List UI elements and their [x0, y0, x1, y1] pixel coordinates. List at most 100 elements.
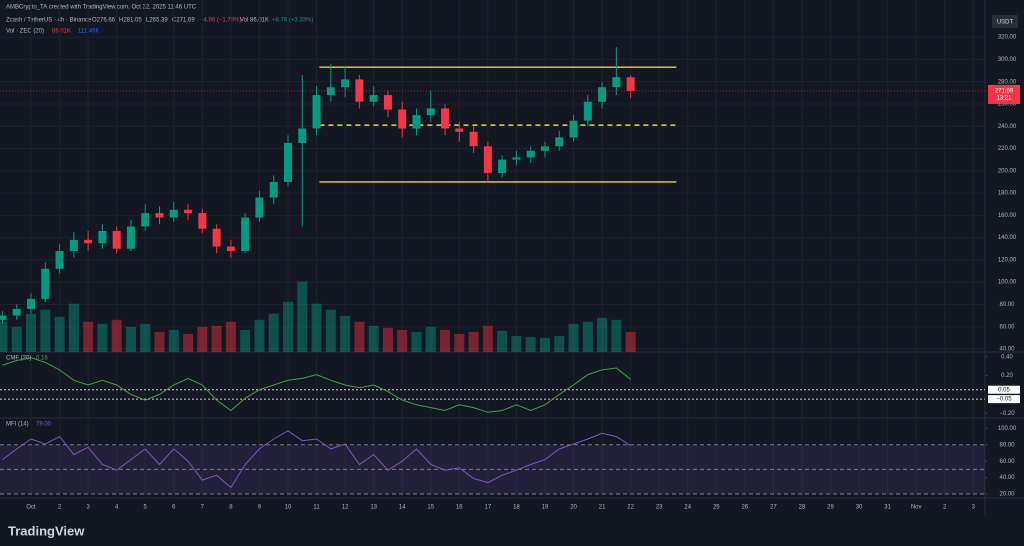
volume-bar [40, 309, 51, 352]
x-tick-label: 18 [513, 505, 520, 511]
indicator-value: 0.16 [36, 356, 48, 362]
candle-body [312, 95, 321, 129]
volume-bar [468, 331, 479, 352]
x-tick-label: 20 [570, 505, 577, 511]
volume-bar [268, 313, 279, 352]
x-tick-label: 7 [201, 505, 205, 511]
candle-body [27, 298, 36, 309]
volume-bar [211, 325, 222, 352]
x-tick-label: 23 [656, 505, 663, 511]
candle-body [341, 79, 350, 88]
countdown: 13:21 [996, 96, 1012, 102]
volume-bar [454, 333, 465, 352]
y-tick-label: 160.00 [998, 213, 1017, 219]
ohlc-open: O276.66 [92, 18, 116, 24]
candle-body [612, 77, 621, 88]
volume-bar [183, 333, 194, 352]
y-tick-label: 180.00 [998, 191, 1017, 197]
volume-bar [382, 327, 393, 352]
volume-bar [297, 281, 308, 352]
candle-body [598, 87, 607, 102]
candle-body [383, 95, 392, 110]
x-tick-label: 15 [427, 505, 434, 511]
candle-body [112, 230, 121, 249]
x-tick-label: 11 [313, 505, 320, 511]
candle-body [184, 209, 193, 214]
panel: 0.40 0.20 −0.20 CMF (20) 0.16 0.05 −0.05 [0, 354, 1020, 417]
indicator-title: MFI (14) [6, 422, 29, 428]
x-tick-label: 24 [684, 505, 691, 511]
candle-body [298, 128, 307, 143]
ohlc-low: L265.39 [146, 18, 168, 24]
volume-bar [240, 329, 251, 352]
x-tick-label: 21 [599, 505, 606, 511]
candle-body [0, 315, 7, 321]
volume-bar [554, 335, 565, 352]
candle-body [483, 146, 492, 174]
y-tick-label: 300.00 [998, 57, 1017, 63]
candle-body [98, 230, 107, 244]
y-tick-label: 100.00 [998, 280, 1017, 286]
x-tick-label: 14 [399, 505, 406, 511]
candle-body [226, 246, 235, 251]
y-tick-label: 20.00 [999, 492, 1015, 498]
candle-body [583, 101, 592, 121]
volume-bar [482, 325, 493, 352]
panel: 100.00 80.00 60.00 40.00 20.00 MFI (14) 79.00 [0, 422, 1017, 498]
volume-bar [354, 321, 365, 352]
x-tick-label: 4 [115, 505, 119, 511]
candle-body [41, 268, 50, 299]
y-tick-label: 320.00 [998, 35, 1017, 41]
y-tick-label: 60.00 [999, 459, 1015, 465]
volume-bar [140, 323, 151, 352]
y-tick-label: 0.40 [1001, 354, 1013, 360]
currency: USDT [997, 20, 1014, 26]
x-tick-label: Nov [911, 505, 922, 511]
candle-body [512, 157, 521, 160]
volume-bar [0, 321, 8, 352]
y-tick-label: 0.20 [1001, 373, 1013, 379]
credit: AMBCrypto_TA created with TradingView.co… [6, 5, 197, 11]
volume-bar [26, 313, 37, 352]
x-tick-label: 3 [972, 505, 976, 511]
x-tick-label: 31 [884, 505, 891, 511]
candle-body [241, 217, 250, 251]
volume-bar [525, 336, 536, 352]
candle-body [155, 213, 164, 218]
candle-body [126, 226, 135, 249]
y-tick-label: 200.00 [998, 168, 1017, 174]
y-tick-label: 120.00 [998, 257, 1017, 263]
volume-bar [68, 303, 79, 352]
brand: TradingView [8, 523, 85, 538]
volume-bar [225, 321, 236, 352]
candle-body [626, 77, 635, 91]
symbol: Zcash / TetherUS · 4h · Binance [6, 18, 92, 24]
x-tick-label: 27 [770, 505, 777, 511]
indicator-line [2, 430, 631, 489]
volume-bar [282, 301, 293, 352]
x-tick-label: 19 [542, 505, 549, 511]
candle-body [398, 109, 407, 129]
volume-bar [625, 331, 636, 352]
x-tick-label: 3 [86, 505, 90, 511]
x-tick-label: 30 [856, 505, 863, 511]
ohlc-volume-change: +8.76 (+3.33%) [272, 18, 313, 24]
ohlc-change: −4.96 (−1.79%) [200, 18, 241, 24]
candle-body [255, 197, 264, 218]
candle-body [555, 137, 564, 147]
volume-bar [368, 325, 379, 352]
x-tick-label: 29 [827, 505, 834, 511]
candle-body [84, 239, 93, 244]
volume-bar [539, 337, 550, 352]
y-tick-label: 40.00 [999, 475, 1015, 481]
y-tick-label: 40.00 [999, 347, 1015, 353]
volume-value: 86.01K [52, 29, 71, 35]
volume-bar [425, 326, 436, 352]
candle-body [569, 120, 578, 138]
currency-box [992, 15, 1018, 28]
candle-body [141, 213, 150, 227]
candle-body [426, 108, 435, 116]
x-tick-label: 26 [742, 505, 749, 511]
candle-body [198, 213, 207, 229]
x-tick-label: 2 [58, 505, 62, 511]
